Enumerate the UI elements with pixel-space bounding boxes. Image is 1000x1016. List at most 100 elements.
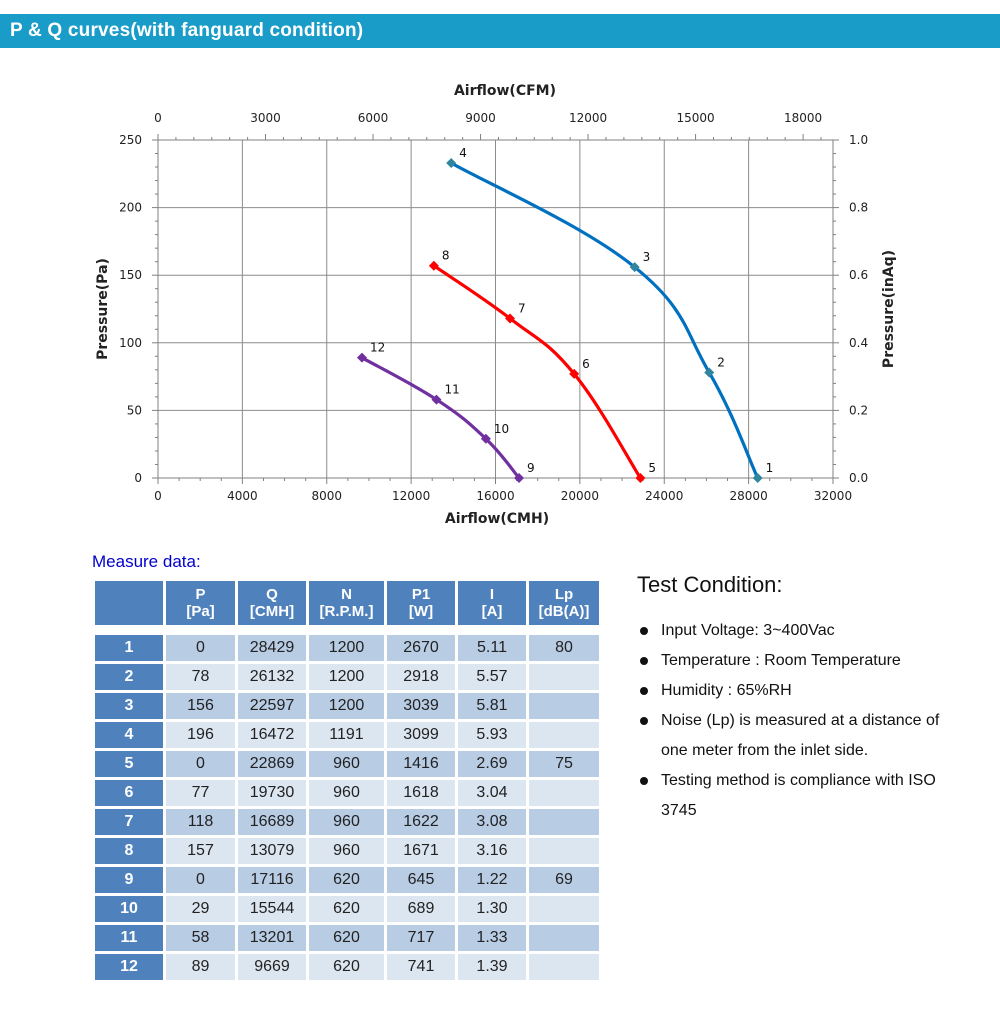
table-cell: 741 <box>387 954 455 980</box>
data-point-label: 1 <box>766 461 774 475</box>
x-top-tick-label: 12000 <box>569 111 607 125</box>
row-index-cell: 7 <box>95 809 163 835</box>
y-axis-title: Pressure(Pa) <box>95 258 111 360</box>
row-index-cell: 10 <box>95 896 163 922</box>
table-cell: 1416 <box>387 751 455 777</box>
bullet-icon <box>640 627 648 635</box>
test-condition-title: Test Condition: <box>637 572 783 597</box>
x-tick-label: 32000 <box>814 489 852 503</box>
table-cell <box>529 896 599 922</box>
table-body: 1 0 28429 1200 2670 5.11 80 2 78 26132 1200 2918 5.5… <box>95 628 599 980</box>
x-top-tick-label: 9000 <box>465 111 496 125</box>
y-right-tick-label: 0.8 <box>849 201 868 215</box>
x-tick-label: 12000 <box>392 489 430 503</box>
table-cell: 196 <box>166 722 235 748</box>
table-cell: 16472 <box>238 722 306 748</box>
header-cell-unit: [R.P.M.] <box>319 603 374 620</box>
y-tick-label: 0 <box>134 471 142 485</box>
row-index-cell: 6 <box>95 780 163 806</box>
row-index-cell: 2 <box>95 664 163 690</box>
table-cell: 1.33 <box>458 925 526 951</box>
table-cell: 645 <box>387 867 455 893</box>
y-tick-label: 150 <box>119 268 142 282</box>
x-top-axis-title: Airflow(CFM) <box>454 83 556 99</box>
data-point-label: 4 <box>459 146 467 160</box>
table-cell: 156 <box>166 693 235 719</box>
table-cell: 1.39 <box>458 954 526 980</box>
test-condition-item: Temperature : Room Temperature <box>637 646 967 676</box>
table-cell: 1200 <box>309 664 384 690</box>
table-cell <box>529 925 599 951</box>
table-cell: 2670 <box>387 635 455 661</box>
header-bar: P & Q curves(with fanguard condition) <box>0 14 1000 48</box>
table-cell: 960 <box>309 751 384 777</box>
table-cell: 0 <box>166 635 235 661</box>
test-condition-text: Testing method is compliance with ISO 37… <box>661 772 936 819</box>
table-cell: 78 <box>166 664 235 690</box>
y-tick-label: 100 <box>119 336 142 350</box>
test-condition-text: Temperature : Room Temperature <box>661 652 901 669</box>
table-cell: 620 <box>309 896 384 922</box>
header-index-cell <box>95 581 163 625</box>
test-condition-item: Input Voltage: 3~400Vac <box>637 616 967 646</box>
table-cell: 1.22 <box>458 867 526 893</box>
table-row: 8 157 13079 960 1671 3.16 <box>95 838 599 864</box>
series-2: 5 6 7 8 <box>428 249 656 483</box>
header-cell: I [A] <box>458 581 526 625</box>
x-top-tick-label: 3000 <box>250 111 281 125</box>
y-tick-label: 200 <box>119 201 142 215</box>
x-top-tick-label: 15000 <box>676 111 714 125</box>
pq-chart: 0 4000 8000 12000 16000 20000 24000 28000 32000 … <box>95 83 897 527</box>
header-cell: N [R.P.M.] <box>309 581 384 625</box>
table-cell: 620 <box>309 925 384 951</box>
table-cell: 75 <box>529 751 599 777</box>
table-cell: 9669 <box>238 954 306 980</box>
series-3: 9 10 11 12 <box>356 341 535 483</box>
test-condition-list: Input Voltage: 3~400Vac Temperature : Roo… <box>637 616 967 826</box>
header-cell-unit: [Pa] <box>186 603 215 620</box>
test-condition-item: Humidity : 65%RH <box>637 676 967 706</box>
table-cell: 5.93 <box>458 722 526 748</box>
table-cell: 3099 <box>387 722 455 748</box>
table-cell: 22597 <box>238 693 306 719</box>
table-cell: 5.57 <box>458 664 526 690</box>
table-cell: 2918 <box>387 664 455 690</box>
data-point-marker <box>635 473 646 483</box>
row-index-cell: 9 <box>95 867 163 893</box>
y-right-tick-label: 0.6 <box>849 268 868 282</box>
data-point-marker <box>704 367 715 378</box>
x-tick-label: 24000 <box>645 489 683 503</box>
header-cell: Q [CMH] <box>238 581 306 625</box>
table-cell: 58 <box>166 925 235 951</box>
data-point-marker <box>505 313 516 324</box>
y-right-tick-label: 0.0 <box>849 471 868 485</box>
row-index-cell: 12 <box>95 954 163 980</box>
header-cell: P [Pa] <box>166 581 235 625</box>
table-cell: 620 <box>309 867 384 893</box>
chart-ticks <box>152 134 839 484</box>
test-condition-item: Testing method is compliance with ISO 37… <box>637 766 967 826</box>
table-cell: 118 <box>166 809 235 835</box>
header-cell-unit: [A] <box>481 603 503 620</box>
header-cell-unit: [dB(A)] <box>538 603 590 620</box>
table-cell: 89 <box>166 954 235 980</box>
test-condition-text: Noise (Lp) is measured at a distance of … <box>661 712 940 759</box>
table-cell: 69 <box>529 867 599 893</box>
table-cell: 3.16 <box>458 838 526 864</box>
table-row: 12 89 9669 620 741 1.39 <box>95 954 599 980</box>
table-row: 11 58 13201 620 717 1.33 <box>95 925 599 951</box>
table-cell: 0 <box>166 751 235 777</box>
x-top-tick-label: 6000 <box>358 111 389 125</box>
series-1: 1 2 3 4 <box>446 146 773 483</box>
x-top-tick-labels: 0 3000 6000 9000 12000 15000 18000 <box>154 111 822 125</box>
table-cell: 28429 <box>238 635 306 661</box>
y-right-tick-label: 0.4 <box>849 336 868 350</box>
table-cell: 960 <box>309 838 384 864</box>
table-cell: 26132 <box>238 664 306 690</box>
table-cell <box>529 664 599 690</box>
data-point-label: 11 <box>444 383 459 397</box>
table-cell <box>529 693 599 719</box>
table-cell <box>529 838 599 864</box>
table-cell: 2.69 <box>458 751 526 777</box>
